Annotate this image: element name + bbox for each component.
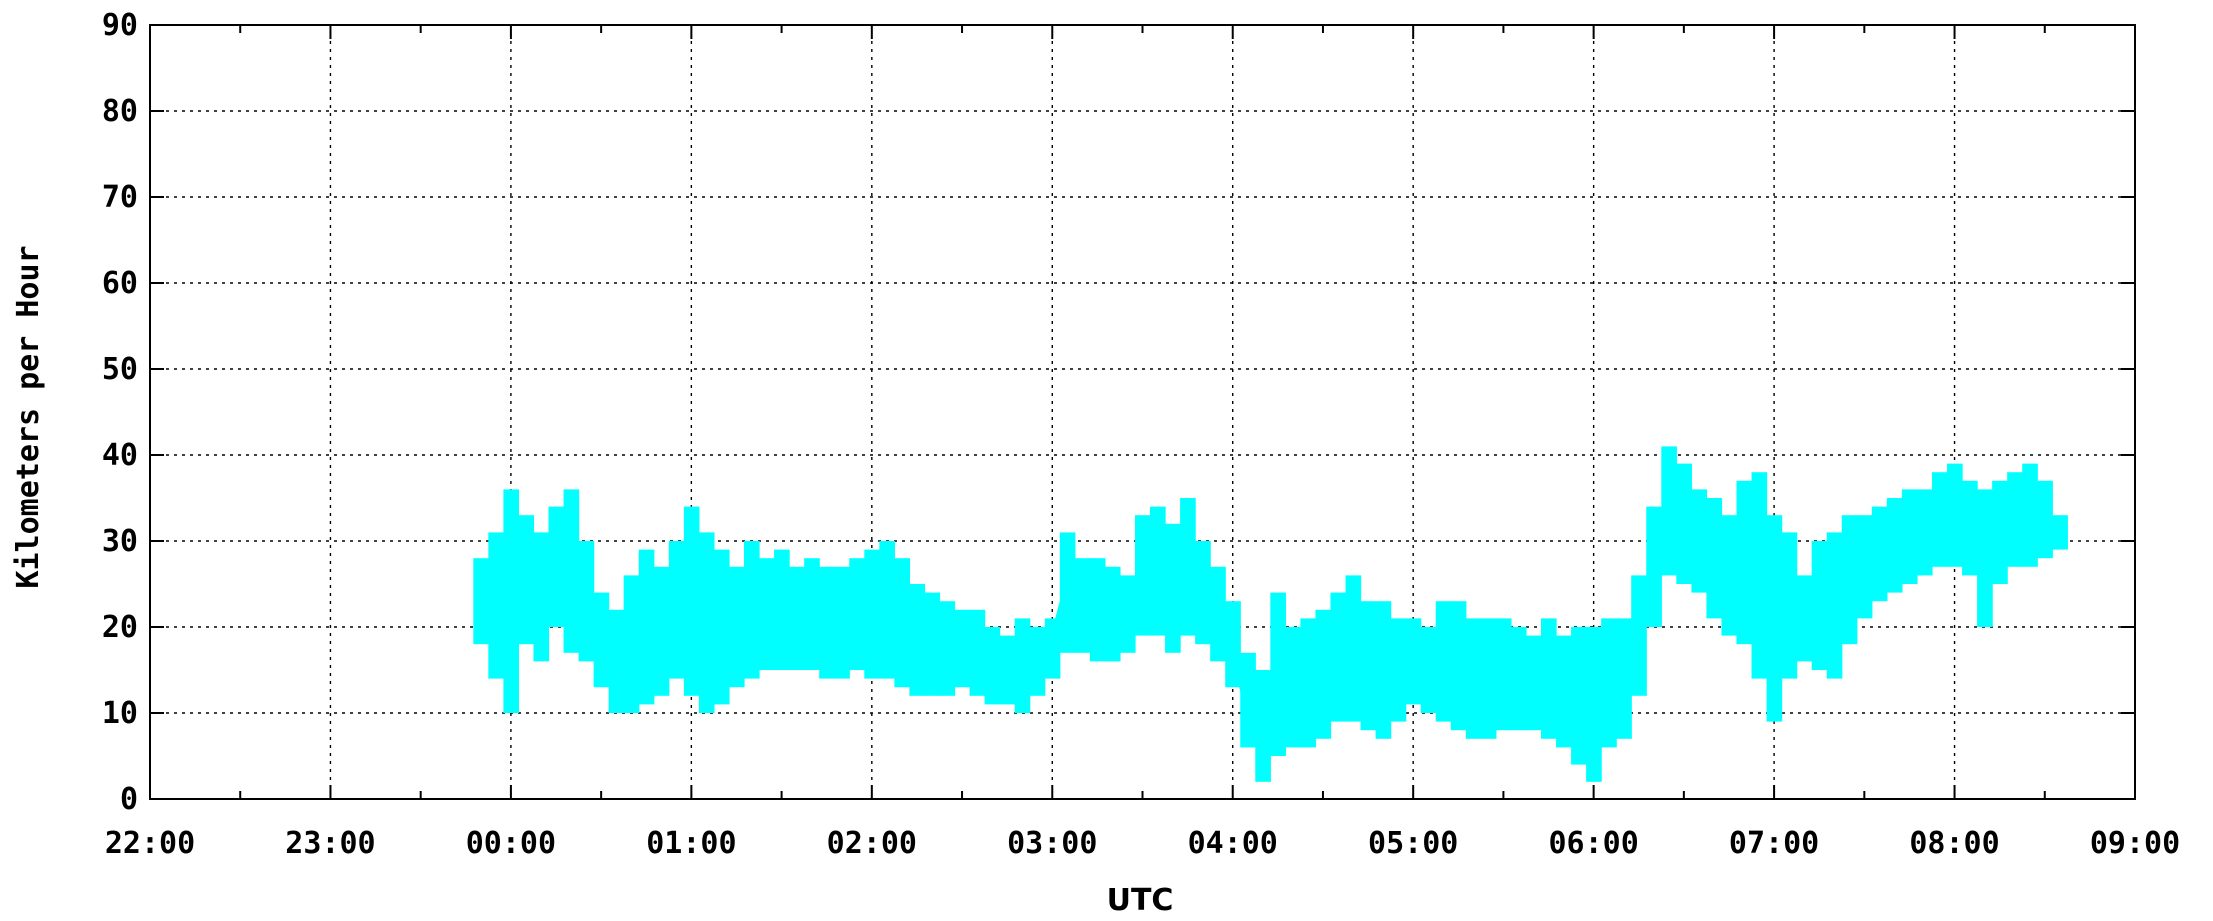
x-tick-label: 08:00 <box>1909 826 1999 861</box>
y-tick-label: 40 <box>102 438 138 473</box>
x-tick-label: 09:00 <box>2090 826 2180 861</box>
x-axis-title: UTC <box>1107 883 1174 918</box>
x-tick-label: 22:00 <box>105 826 195 861</box>
x-tick-label: 03:00 <box>1007 826 1097 861</box>
x-tick-label: 06:00 <box>1548 826 1638 861</box>
data-series <box>473 446 2068 782</box>
x-tick-label: 04:00 <box>1188 826 1278 861</box>
x-tick-label: 07:00 <box>1729 826 1819 861</box>
axis-ticks <box>149 24 2136 800</box>
x-tick-label: 00:00 <box>466 826 556 861</box>
y-tick-label: 60 <box>102 266 138 301</box>
x-tick-label: 23:00 <box>285 826 375 861</box>
x-tick-labels: 22:00 23:00 00:00 01:00 02:00 03:00 04:00 05:00… <box>105 826 2180 861</box>
x-tick-label: 01:00 <box>646 826 736 861</box>
x-tick-label: 05:00 <box>1368 826 1458 861</box>
y-tick-label: 30 <box>102 524 138 559</box>
y-tick-label: 50 <box>102 352 138 387</box>
y-tick-label: 20 <box>102 610 138 645</box>
y-axis-title: Kilometers per Hour <box>11 245 46 588</box>
y-tick-label: 70 <box>102 180 138 215</box>
y-tick-label: 90 <box>102 8 138 43</box>
y-tick-label: 80 <box>102 94 138 129</box>
x-tick-label: 02:00 <box>827 826 917 861</box>
y-tick-labels: 0 10 20 30 40 50 60 70 80 90 <box>102 8 138 817</box>
y-tick-label: 0 <box>120 782 138 817</box>
data-series-line <box>479 505 2064 731</box>
y-tick-label: 10 <box>102 696 138 731</box>
